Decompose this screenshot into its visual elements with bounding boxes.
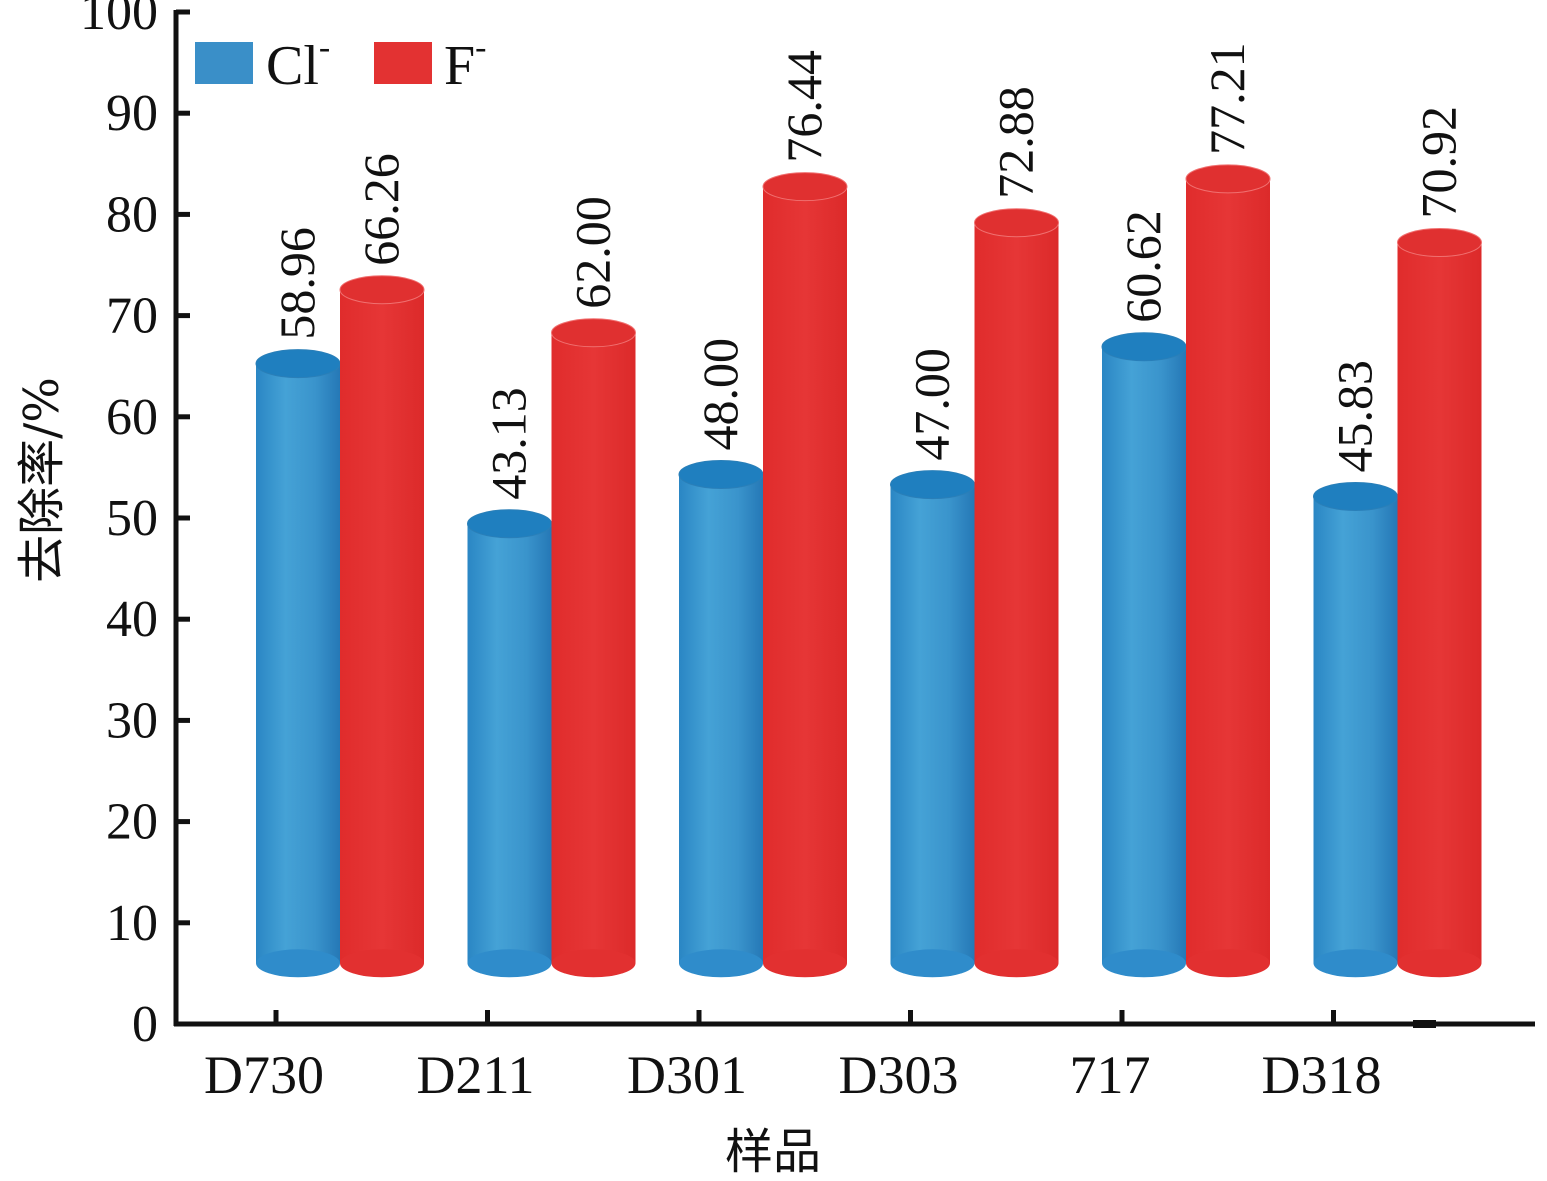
y-ticks: 0 10 20 30 40 50 60 70 80 90 100 (80, 0, 190, 1053)
y-tick-label: 10 (106, 895, 158, 952)
bar-body (256, 363, 340, 964)
y-tick-label: 90 (106, 85, 158, 142)
x-tick-label: D303 (839, 1045, 959, 1105)
data-label: 72.88 (988, 86, 1044, 199)
bar-bottom (890, 949, 975, 978)
y-tick-label: 40 (106, 591, 158, 648)
x-ticks: D730 D211 D301 D303 717 D318 (204, 1010, 1436, 1105)
bar-bottom (763, 949, 847, 978)
bar-body (551, 332, 636, 964)
bar-bottom (256, 949, 340, 978)
x-axis-title: 样品 (725, 1124, 821, 1180)
data-label: 48.00 (692, 338, 748, 451)
bar-body (467, 523, 552, 964)
y-tick-label: 0 (132, 996, 158, 1053)
bar-cl (255, 349, 341, 978)
data-labels: 58.96 66.26 43.13 62.00 48.00 76.44 47.00 72.88… (269, 42, 1467, 499)
bar-top (1185, 164, 1271, 194)
bar-bottom (467, 949, 552, 978)
y-tick-label: 80 (106, 186, 158, 243)
bar-top (678, 459, 764, 489)
bar-bottom (1186, 949, 1270, 978)
legend-swatch-f (374, 42, 432, 84)
bar-body (1186, 178, 1270, 964)
x-tick-label: D211 (417, 1045, 535, 1105)
bar-cl (890, 470, 975, 978)
bar-bottom (551, 949, 636, 978)
data-label: 43.13 (481, 387, 537, 500)
y-axis-title: 去除率/% (14, 377, 70, 583)
bar-f (339, 275, 425, 978)
bar-f (1397, 228, 1482, 978)
bar-top (1313, 481, 1398, 511)
x-tick-label: 717 (1070, 1045, 1151, 1105)
bar-cl (467, 509, 552, 978)
data-label: 60.62 (1115, 210, 1171, 323)
legend-label-cl: Cl- (266, 29, 330, 97)
bar-cl (1101, 332, 1187, 978)
bar-top (974, 208, 1059, 238)
bar-f (1185, 164, 1271, 978)
bar-top (339, 275, 425, 305)
data-label: 70.92 (1411, 106, 1467, 219)
data-label: 62.00 (565, 196, 621, 309)
bar-bottom (1102, 949, 1186, 978)
bar-top (1397, 228, 1482, 258)
bar-f (551, 318, 636, 978)
bar-top (762, 172, 848, 202)
bar-body (1313, 496, 1398, 964)
bar-body (890, 484, 975, 964)
bar-body (340, 289, 424, 964)
bar-bottom (340, 949, 424, 978)
bar-body (1102, 346, 1186, 964)
bars (255, 164, 1482, 978)
y-tick-label: 30 (106, 692, 158, 749)
bar-cl (1313, 481, 1398, 978)
bar-top (1101, 332, 1187, 362)
bar-f (762, 172, 848, 978)
bar-cl (678, 459, 764, 978)
bar-top (890, 470, 975, 500)
y-tick-label: 50 (106, 490, 158, 547)
x-tick-label: D730 (204, 1045, 324, 1105)
bar-top (467, 509, 552, 539)
bar-bottom (974, 949, 1059, 978)
y-tick-label: 20 (106, 794, 158, 851)
data-label: 76.44 (776, 50, 832, 163)
legend-label-f: F- (444, 29, 486, 97)
bar-bottom (1397, 949, 1482, 978)
bar-top (255, 349, 341, 379)
bar-body (763, 186, 847, 964)
bar-bottom (1313, 949, 1398, 978)
bar-body (974, 222, 1059, 964)
data-label: 45.83 (1327, 360, 1383, 473)
y-tick-label: 70 (106, 288, 158, 345)
y-tick-label: 60 (106, 389, 158, 446)
bar-top (551, 318, 636, 348)
legend: Cl- F- (195, 29, 486, 97)
legend-swatch-cl (195, 42, 253, 84)
bar-f (974, 208, 1059, 978)
data-label: 66.26 (353, 153, 409, 266)
data-label: 58.96 (269, 227, 325, 340)
x-tick-label: D301 (627, 1045, 747, 1105)
data-label: 47.00 (904, 348, 960, 461)
x-tick-label: D318 (1262, 1045, 1382, 1105)
bar-body (1397, 242, 1482, 964)
bar-body (679, 474, 763, 964)
y-tick-label: 100 (80, 0, 158, 41)
bar-bottom (679, 949, 763, 978)
data-label: 77.21 (1199, 42, 1255, 155)
